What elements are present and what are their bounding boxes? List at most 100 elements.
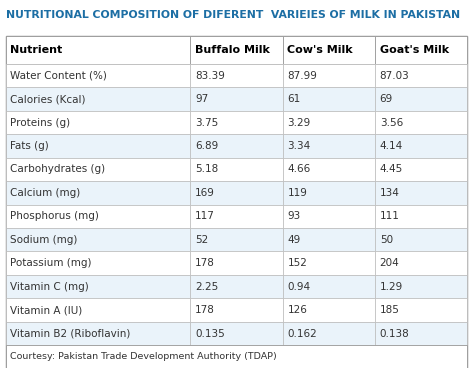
Bar [283, 322, 375, 345]
Text: 87.99: 87.99 [288, 71, 317, 81]
Bar [375, 251, 467, 275]
Bar [375, 322, 467, 345]
Text: 4.14: 4.14 [380, 141, 403, 151]
Bar [283, 205, 375, 228]
Text: 61: 61 [288, 94, 301, 104]
Bar [283, 158, 375, 181]
Text: 134: 134 [380, 188, 400, 198]
Bar [375, 205, 467, 228]
Bar [6, 205, 190, 228]
Bar [190, 87, 283, 111]
Bar [190, 322, 283, 345]
Bar [190, 158, 283, 181]
Bar [190, 64, 283, 87]
Text: Phosphorus (mg): Phosphorus (mg) [10, 211, 99, 221]
Bar [190, 36, 283, 64]
Bar [375, 64, 467, 87]
Text: NUTRITIONAL COMPOSITION OF DIFERENT  VARIEIES OF MILK IN PAKISTAN: NUTRITIONAL COMPOSITION OF DIFERENT VARI… [6, 10, 460, 20]
Bar [283, 134, 375, 158]
Bar [375, 181, 467, 205]
Bar [283, 36, 375, 64]
Bar [6, 158, 190, 181]
Text: 4.66: 4.66 [288, 164, 311, 174]
Bar [6, 111, 190, 134]
Text: 0.135: 0.135 [195, 329, 225, 339]
Bar [190, 181, 283, 205]
Bar [283, 64, 375, 87]
Bar [375, 87, 467, 111]
Text: 49: 49 [288, 235, 301, 245]
Text: 87.03: 87.03 [380, 71, 410, 81]
Bar [6, 298, 190, 322]
Bar [6, 87, 190, 111]
Bar [283, 111, 375, 134]
Text: Proteins (g): Proteins (g) [10, 117, 70, 128]
Bar [375, 228, 467, 251]
Bar [283, 275, 375, 298]
Bar [375, 111, 467, 134]
Bar [190, 111, 283, 134]
Text: Sodium (mg): Sodium (mg) [10, 235, 78, 245]
Text: 0.162: 0.162 [288, 329, 317, 339]
Text: Courtesy: Pakistan Trade Development Authority (TDAP): Courtesy: Pakistan Trade Development Aut… [10, 352, 277, 361]
Text: Calories (Kcal): Calories (Kcal) [10, 94, 86, 104]
Text: 5.18: 5.18 [195, 164, 219, 174]
Text: 126: 126 [288, 305, 307, 315]
Text: Fats (g): Fats (g) [10, 141, 49, 151]
Text: Vitamin B2 (Riboflavin): Vitamin B2 (Riboflavin) [10, 329, 131, 339]
Bar [283, 228, 375, 251]
Bar [283, 298, 375, 322]
Text: 1.29: 1.29 [380, 282, 403, 291]
Text: 4.45: 4.45 [380, 164, 403, 174]
Bar [190, 134, 283, 158]
Bar [283, 87, 375, 111]
Text: 3.34: 3.34 [288, 141, 311, 151]
Bar [6, 251, 190, 275]
Text: 3.75: 3.75 [195, 117, 219, 128]
Bar [190, 251, 283, 275]
Bar [375, 298, 467, 322]
Bar [375, 275, 467, 298]
Text: 2.25: 2.25 [195, 282, 219, 291]
Text: 169: 169 [195, 188, 215, 198]
Text: 117: 117 [195, 211, 215, 221]
Text: 97: 97 [195, 94, 208, 104]
Text: 204: 204 [380, 258, 400, 268]
Text: 83.39: 83.39 [195, 71, 225, 81]
Text: 185: 185 [380, 305, 400, 315]
Text: Vitamin C (mg): Vitamin C (mg) [10, 282, 89, 291]
Text: 0.94: 0.94 [288, 282, 310, 291]
Text: Goat's Milk: Goat's Milk [380, 45, 449, 55]
Text: 152: 152 [288, 258, 307, 268]
Bar [6, 134, 190, 158]
Text: 0.138: 0.138 [380, 329, 410, 339]
Text: 6.89: 6.89 [195, 141, 219, 151]
Bar [6, 36, 190, 64]
Text: 119: 119 [288, 188, 307, 198]
Bar [190, 228, 283, 251]
Bar [6, 322, 190, 345]
Bar [283, 181, 375, 205]
Text: 69: 69 [380, 94, 393, 104]
Text: Water Content (%): Water Content (%) [10, 71, 107, 81]
Bar [190, 275, 283, 298]
Bar [283, 251, 375, 275]
Text: Potassium (mg): Potassium (mg) [10, 258, 92, 268]
Bar [375, 36, 467, 64]
Text: 50: 50 [380, 235, 393, 245]
Text: Calcium (mg): Calcium (mg) [10, 188, 81, 198]
Bar [6, 64, 190, 87]
Bar [190, 205, 283, 228]
Text: 3.29: 3.29 [288, 117, 311, 128]
Bar [6, 345, 467, 368]
Text: 52: 52 [195, 235, 208, 245]
Text: Carbohydrates (g): Carbohydrates (g) [10, 164, 105, 174]
Bar [6, 228, 190, 251]
Text: Nutrient: Nutrient [10, 45, 62, 55]
Text: 93: 93 [288, 211, 301, 221]
Text: 178: 178 [195, 305, 215, 315]
Text: Vitamin A (IU): Vitamin A (IU) [10, 305, 83, 315]
Text: 178: 178 [195, 258, 215, 268]
Text: 111: 111 [380, 211, 400, 221]
Bar [6, 275, 190, 298]
